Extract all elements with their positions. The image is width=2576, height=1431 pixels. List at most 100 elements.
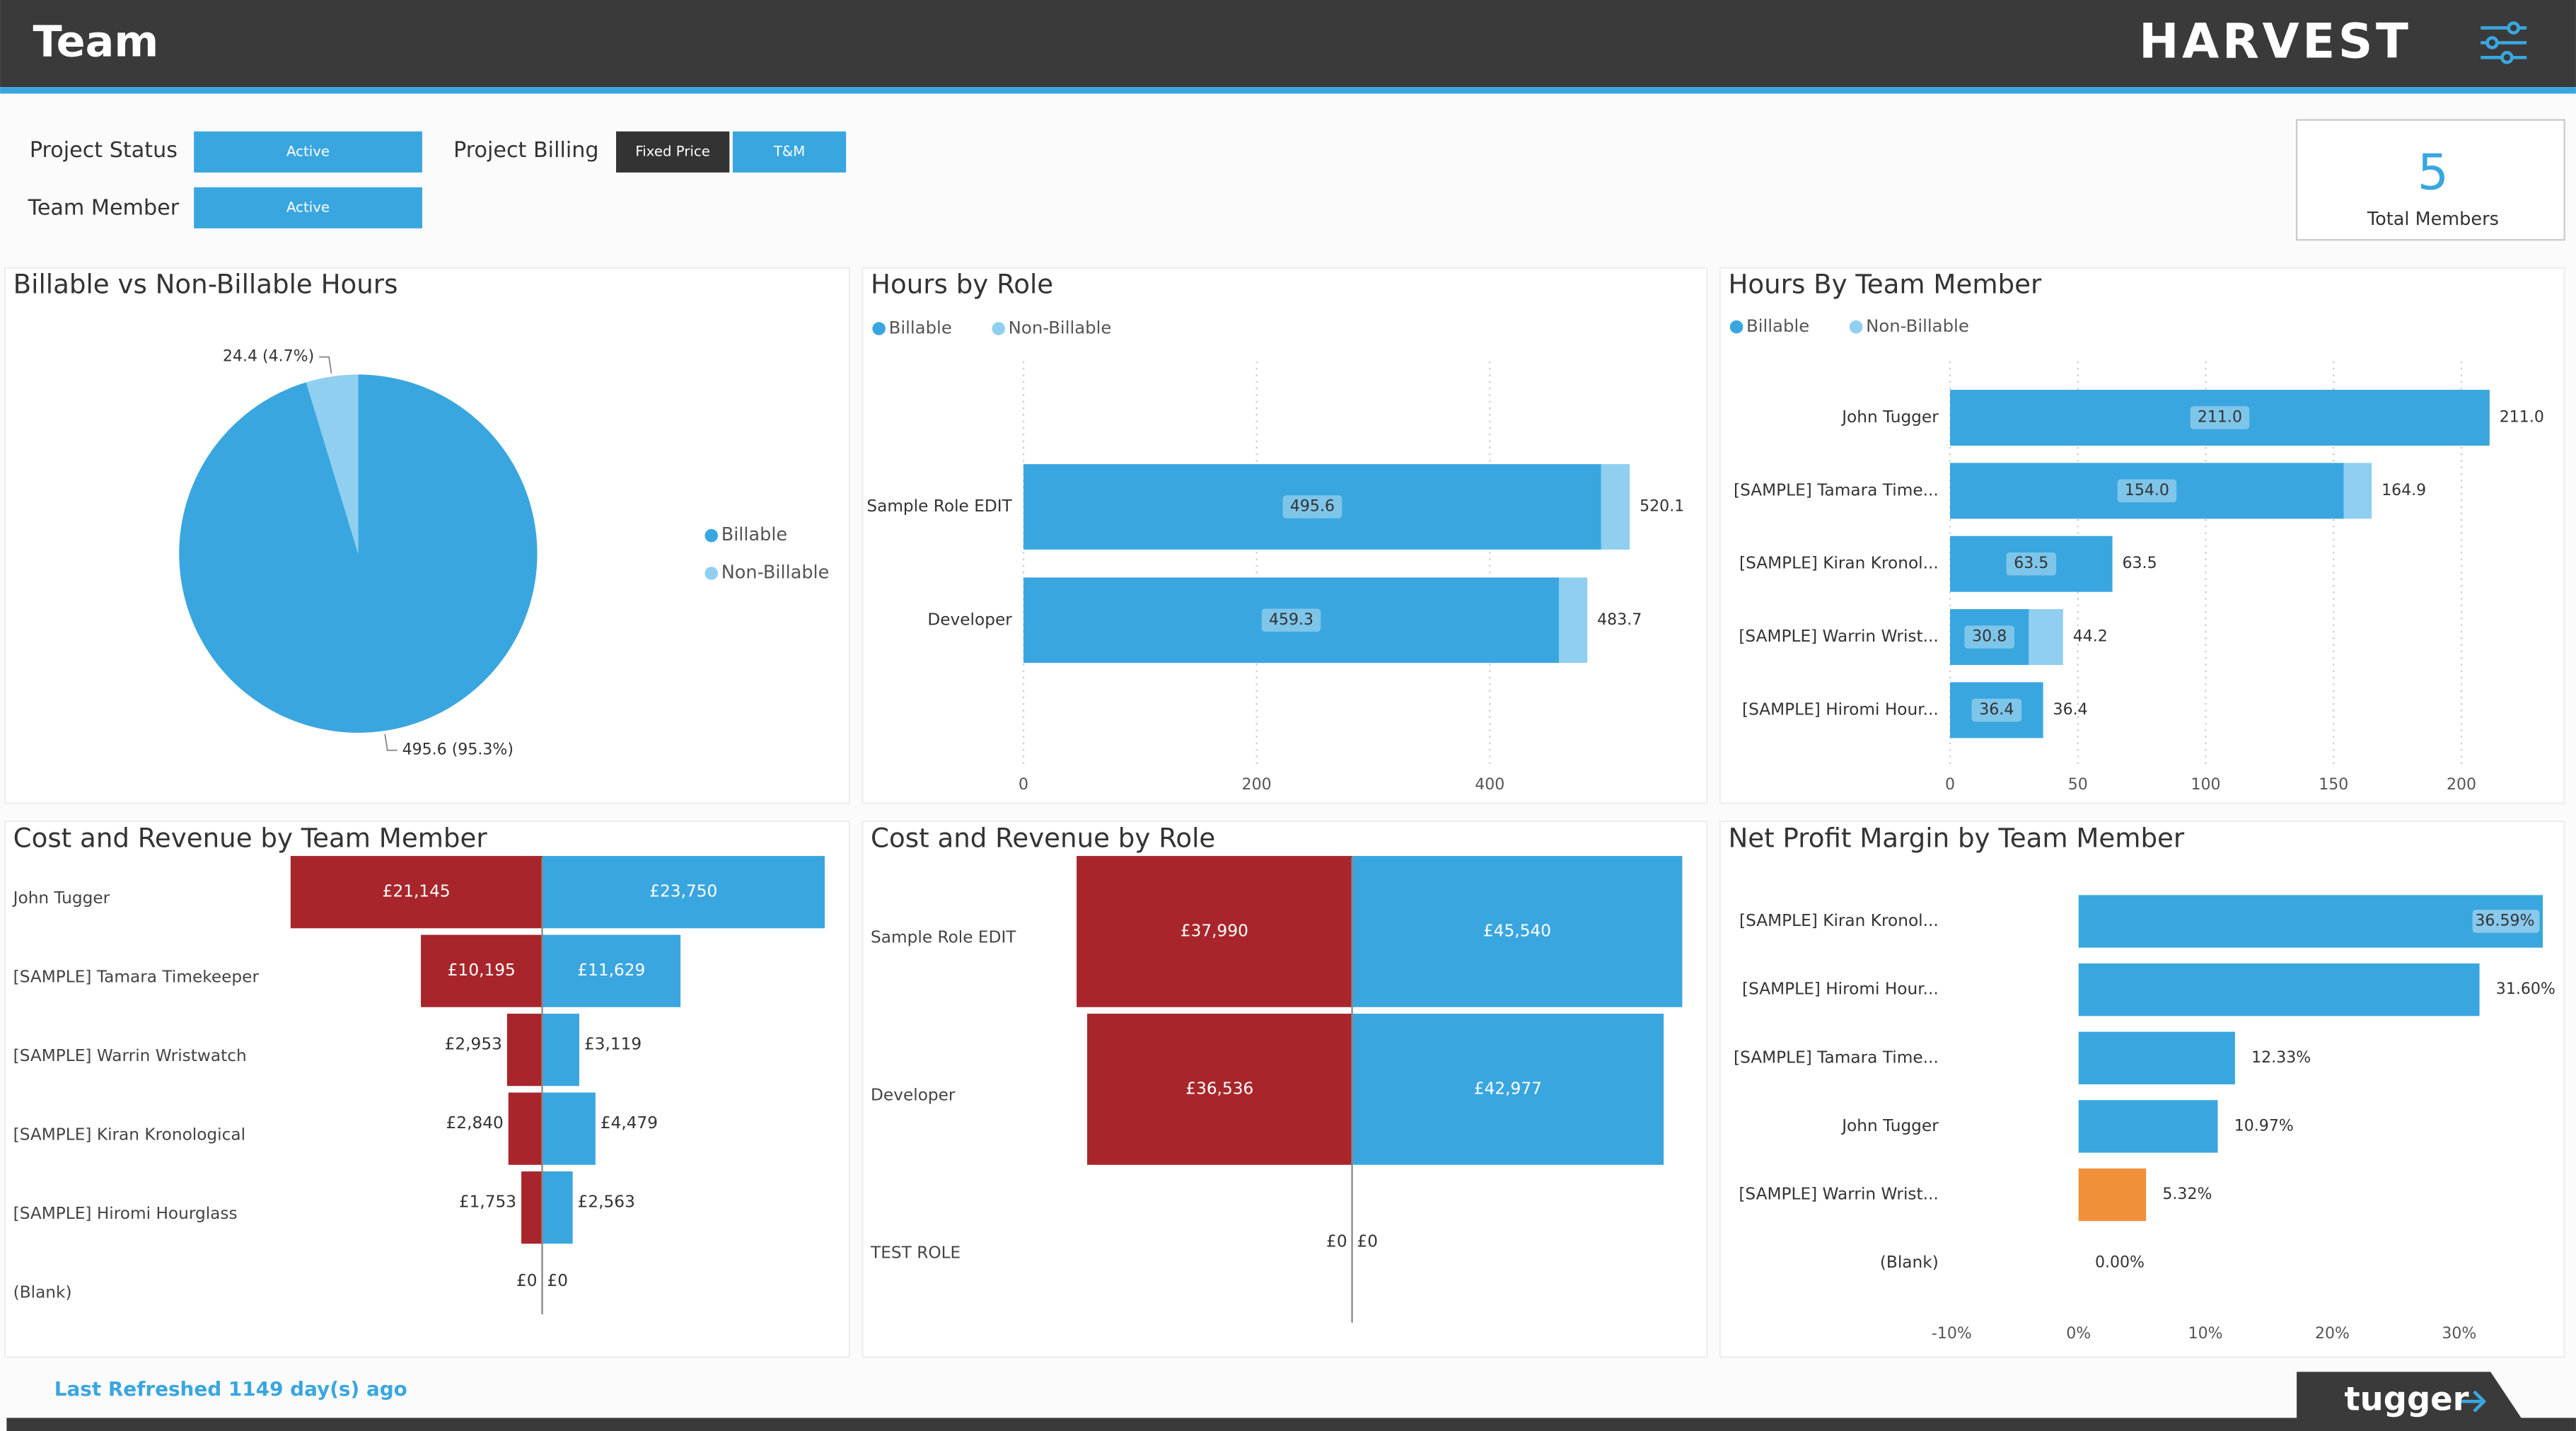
- legend-swatch: [704, 567, 719, 580]
- data-label: £2,563: [578, 1193, 635, 1212]
- y-tick-label: [SAMPLE] Kiran Kronological: [13, 1125, 245, 1144]
- bar: [2078, 895, 2543, 948]
- filter-option[interactable]: Fixed Price: [635, 143, 710, 159]
- legend-swatch: [1729, 320, 1744, 334]
- bar: [542, 1171, 573, 1244]
- data-label: £2,840: [446, 1113, 504, 1132]
- y-tick-label: TEST ROLE: [870, 1244, 961, 1263]
- filter-button[interactable]: [616, 131, 730, 173]
- data-label: 10.97%: [2234, 1117, 2294, 1135]
- data-label: £10,195: [448, 961, 516, 980]
- legend-label: Non-Billable: [1009, 318, 1112, 338]
- settings-icon[interactable]: [2481, 21, 2527, 64]
- bar: [1087, 1014, 1352, 1165]
- data-label: 24.4 (4.7%): [223, 348, 314, 366]
- bar-segment: [1950, 535, 2113, 592]
- bar: [1077, 856, 1352, 1007]
- data-label: £36,536: [1185, 1079, 1253, 1098]
- label-box: [2472, 910, 2540, 933]
- bar: [1352, 856, 1683, 1007]
- last-refreshed: Last Refreshed 1149 day(s) ago: [54, 1377, 407, 1401]
- bar-segment: [1023, 577, 1560, 664]
- filter-button[interactable]: [732, 131, 847, 173]
- filter-button[interactable]: [194, 187, 422, 228]
- data-label: £21,145: [383, 882, 451, 901]
- label-box: [2117, 479, 2177, 503]
- data-label: 459.3: [1269, 611, 1313, 629]
- logo-arrow: [2459, 1390, 2487, 1413]
- x-tick-label: 20%: [2315, 1325, 2350, 1343]
- bar: [1352, 1014, 1664, 1165]
- pie-slice: [179, 374, 538, 733]
- data-label: £0: [1326, 1232, 1347, 1251]
- bar: [542, 856, 825, 929]
- data-label: £11,629: [577, 961, 645, 980]
- legend-swatch: [872, 322, 886, 335]
- data-label: £1,753: [459, 1193, 516, 1212]
- leader-line: [384, 734, 398, 751]
- y-tick-label: Sample Role EDIT: [866, 497, 1012, 516]
- data-label: £37,990: [1180, 921, 1248, 940]
- y-tick-label: [SAMPLE] Hiromi Hourglass: [13, 1204, 238, 1223]
- filter-option[interactable]: Active: [286, 143, 330, 159]
- total-label: 483.7: [1597, 611, 1642, 629]
- page-title: Team: [33, 17, 159, 66]
- label-box: [2006, 552, 2057, 576]
- y-tick-label: Developer: [871, 1086, 956, 1105]
- data-label: 154.0: [2125, 482, 2169, 499]
- x-tick-label: 0: [1945, 776, 1955, 794]
- chart-title: Billable vs Non-Billable Hours: [13, 270, 398, 300]
- y-tick-label: (Blank): [1880, 1253, 1939, 1272]
- bar: [2078, 1100, 2218, 1153]
- total-label: 164.9: [2381, 482, 2426, 499]
- bar-segment: [2343, 463, 2372, 519]
- bar-segment: [2029, 609, 2063, 666]
- legend-swatch: [704, 528, 719, 543]
- y-tick-label: (Blank): [13, 1282, 72, 1302]
- y-tick-label: [SAMPLE] Tamara Time...: [1734, 480, 1939, 499]
- y-tick-label: [SAMPLE] Tamara Timekeeper: [13, 967, 260, 986]
- bar: [2078, 963, 2480, 1016]
- filter-option[interactable]: T&M: [773, 143, 805, 159]
- data-label: £3,119: [584, 1035, 642, 1054]
- y-tick-label: [SAMPLE] Hiromi Hour...: [1742, 980, 1939, 999]
- label-box: [2190, 406, 2250, 429]
- x-tick-label: 30%: [2442, 1325, 2476, 1343]
- y-tick-label: Sample Role EDIT: [871, 928, 1016, 947]
- bar: [290, 856, 543, 929]
- data-label: £0: [547, 1271, 568, 1290]
- y-tick-label: [SAMPLE] Warrin Wrist...: [1739, 627, 1938, 646]
- data-label: £23,750: [649, 882, 717, 901]
- data-label: £0: [516, 1271, 538, 1290]
- y-tick-label: John Tugger: [1840, 407, 1939, 427]
- pie-slice: [306, 374, 359, 554]
- filter-button[interactable]: [194, 131, 422, 173]
- y-tick-label: [SAMPLE] Warrin Wrist...: [1739, 1185, 1938, 1204]
- leader-line: [319, 356, 332, 373]
- bar-segment: [1559, 577, 1588, 664]
- data-label: £4,479: [601, 1113, 658, 1132]
- data-label: 63.5: [2014, 555, 2048, 572]
- header-bar: [0, 0, 2576, 88]
- label-box: [1282, 495, 1342, 518]
- x-tick-label: 0: [1019, 776, 1028, 794]
- bar: [542, 1014, 579, 1087]
- legend-label: Billable: [721, 524, 787, 545]
- chart-title: Hours By Team Member: [1728, 270, 2042, 300]
- data-label: 0.00%: [2095, 1254, 2145, 1272]
- footer-bar: [6, 1418, 2576, 1431]
- filter-label: Team Member: [28, 195, 180, 220]
- data-label: £42,977: [1474, 1079, 1542, 1098]
- filter-option[interactable]: Active: [286, 199, 330, 215]
- chart-title: Net Profit Margin by Team Member: [1728, 823, 2184, 853]
- bar-segment: [1601, 464, 1630, 550]
- chart-title: Cost and Revenue by Role: [871, 823, 1215, 853]
- label-box: [1964, 625, 2014, 649]
- bar: [542, 934, 681, 1007]
- total-label: 44.2: [2073, 628, 2108, 646]
- x-tick-label: 200: [2447, 776, 2476, 794]
- filter-label: Project Status: [30, 138, 178, 163]
- filter-label: Project Billing: [453, 138, 598, 163]
- data-label: 5.32%: [2162, 1186, 2212, 1203]
- bar: [2078, 1031, 2235, 1084]
